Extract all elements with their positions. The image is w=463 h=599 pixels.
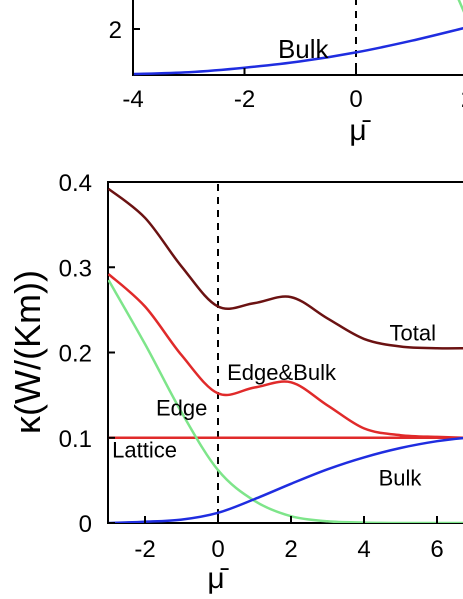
top-series-line-1	[457, 0, 463, 13]
bottom-series-line-4	[108, 436, 463, 523]
bottom-annotation: Bulk	[379, 465, 423, 490]
bottom-x-tick-label: 2	[284, 536, 297, 563]
top-series-line-0	[132, 27, 463, 76]
top-x-tick-label: -4	[122, 86, 143, 113]
bottom-series-line-0	[108, 187, 463, 350]
bottom-x-tick-label: 0	[211, 536, 224, 563]
top-x-tick-label: -2	[234, 86, 255, 113]
bottom-x-tick-label: 4	[357, 536, 370, 563]
bottom-y-tick-label: 0.2	[59, 341, 92, 368]
bottom-annotation: Edge&Bulk	[227, 360, 337, 385]
top-plot-frame	[132, 0, 463, 76]
top-panel: -4 -2 0 2 2 Bulk μ̄	[109, 0, 463, 147]
bottom-x-axis-label: μ̄	[207, 562, 229, 595]
bottom-x-tick-label: 6	[430, 536, 443, 563]
top-x-tick-label: 0	[349, 86, 362, 113]
top-x-axis-label: μ̄	[349, 114, 371, 147]
bottom-annotation: Edge	[156, 396, 207, 421]
bottom-y-axis-label: κ(W/(Km))	[7, 270, 48, 434]
top-x-tick-label: 2	[461, 86, 463, 113]
bottom-series-line-3	[108, 279, 463, 523]
bottom-x-tick-label: -2	[134, 536, 155, 563]
top-y-tick-label: 2	[109, 17, 122, 44]
bottom-series-line-1	[108, 273, 463, 439]
bottom-y-tick-label: 0	[79, 511, 92, 538]
bottom-y-tick-label: 0.3	[59, 255, 92, 282]
bottom-panel: -2 0 2 4 6 0 0.1 0.2 0.3 0.4 Total Edge&Bulk Edge La…	[7, 170, 463, 595]
bottom-annotation: Lattice	[112, 437, 177, 462]
bottom-y-tick-label: 0.4	[59, 170, 92, 197]
bottom-y-tick-label: 0.1	[59, 426, 92, 453]
bottom-annotation: Total	[390, 321, 436, 346]
top-annotation: Bulk	[278, 34, 330, 64]
